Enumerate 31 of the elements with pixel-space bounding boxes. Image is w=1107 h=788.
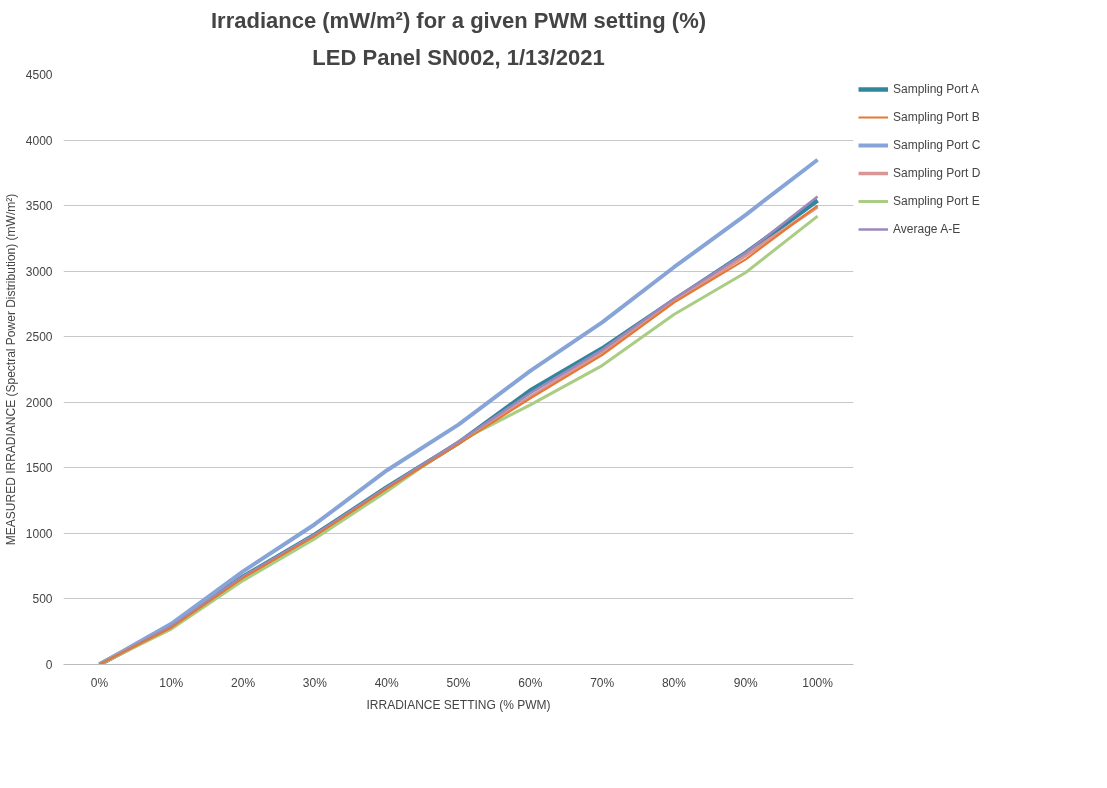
x-tick-label: 80% — [661, 675, 687, 690]
x-tick-label: 100% — [802, 675, 834, 690]
x-tick-label: 60% — [518, 675, 543, 690]
x-tick-label: 0% — [90, 675, 109, 690]
legend-label: Average A-E — [893, 222, 962, 236]
chart-title: Irradiance (mW/m²) for a given PWM setting (%) — [210, 7, 707, 33]
x-tick-label: 90% — [733, 675, 759, 690]
x-tick-label: 50% — [446, 675, 471, 690]
legend-label: Sampling Port C — [893, 138, 982, 152]
legend-label: Sampling Port B — [893, 110, 981, 124]
x-tick-label: 30% — [302, 675, 328, 690]
y-tick-label: 1000 — [25, 526, 53, 541]
x-tick-label: 70% — [590, 675, 615, 690]
x-axis-title: IRRADIANCE SETTING (% PWM) — [366, 697, 551, 712]
y-tick-label: 0 — [45, 658, 53, 672]
legend-label: Sampling Port E — [893, 194, 981, 208]
x-tick-label: 10% — [159, 675, 184, 690]
legend-label: Sampling Port D — [893, 166, 982, 180]
y-tick-label: 2000 — [25, 395, 53, 410]
y-tick-label: 4500 — [25, 68, 53, 82]
y-tick-label: 1500 — [25, 461, 53, 476]
legend-label: Sampling Port A — [893, 82, 981, 96]
y-tick-label: 2500 — [25, 330, 53, 345]
y-tick-label: 3000 — [25, 264, 53, 279]
chart-subtitle: LED Panel SN002, 1/13/2021 — [312, 44, 605, 70]
y-axis-title: MEASURED IRRADIANCE (Spectral Power Distribution) (mW/m²) — [3, 193, 18, 546]
x-tick-label: 40% — [374, 675, 400, 690]
y-tick-label: 500 — [32, 592, 53, 607]
y-tick-label: 3500 — [25, 199, 53, 214]
y-tick-label: 4000 — [25, 133, 53, 148]
x-tick-label: 20% — [231, 675, 256, 690]
